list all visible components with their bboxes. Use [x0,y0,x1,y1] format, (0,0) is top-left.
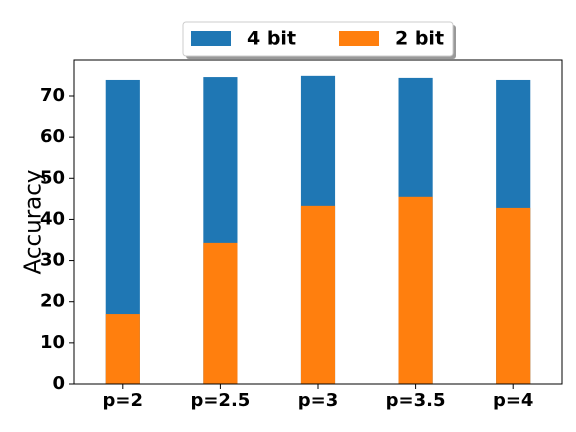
bar [398,196,433,384]
y-tick-label: 0 [52,373,65,394]
x-tick-label: p=2.5 [190,390,250,411]
y-tick-label: 70 [40,85,65,106]
bar [203,242,238,384]
legend-label: 4 bit [247,28,296,50]
legend-swatch [339,31,379,46]
axes-frame [73,59,563,385]
y-axis-label: Accuracy [21,169,47,274]
legend-swatch [191,31,231,46]
bar [496,207,531,384]
x-tick-label: p=3.5 [386,390,446,411]
bar [105,314,140,384]
x-tick-label: p=4 [493,390,534,411]
bar [300,205,336,384]
legend: 4 bit 2 bit [182,21,456,59]
x-tick-label: p=2 [103,390,144,411]
y-tick-label: 30 [40,250,65,271]
y-tick-label: 50 [40,167,65,188]
x-tick-label: p=3 [298,390,339,411]
y-tick-label: 60 [40,126,65,147]
y-tick-label: 20 [40,291,65,312]
legend-box [182,21,454,57]
y-tick-label: 40 [40,208,65,229]
y-tick-label: 10 [40,332,65,353]
legend-label: 2 bit [395,28,444,50]
